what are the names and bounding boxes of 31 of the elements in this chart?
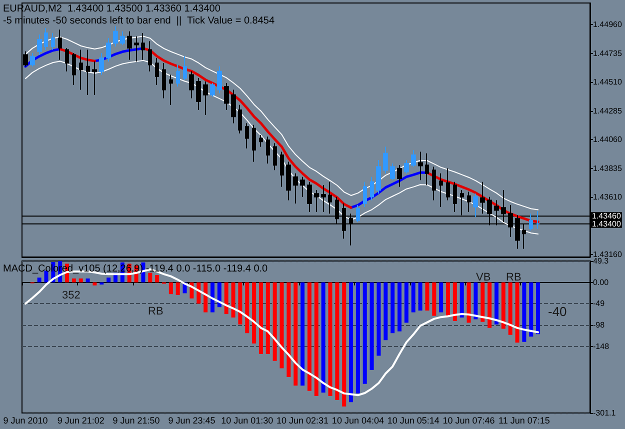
y-tick-label: 1.44735 xyxy=(593,48,622,58)
x-tick-label: 10 Jun 01:30 xyxy=(221,416,274,426)
x-tick-label: 10 Jun 07:46 xyxy=(442,416,495,426)
annotation: VB xyxy=(476,272,491,284)
y-tick-label: 1.43610 xyxy=(593,192,622,202)
x-tick-label: 9 Jun 21:50 xyxy=(112,416,160,426)
y-tick-label: 1.44960 xyxy=(593,20,622,30)
ref-line-label: 1.43460 xyxy=(592,212,622,221)
x-tick-label: 10 Jun 05:14 xyxy=(387,416,440,426)
annotation: RB xyxy=(148,306,164,318)
x-tick-label: 11 Jun 07:15 xyxy=(498,416,550,426)
x-tick-label: 9 Jun 2010 xyxy=(3,416,48,426)
y-tick-label: 1.44060 xyxy=(593,135,622,144)
x-tick-label: 10 Jun 04:04 xyxy=(332,416,384,426)
x-tick-label: 9 Jun 21:02 xyxy=(57,416,104,426)
annotation: RB xyxy=(506,272,522,284)
y-tick-label: -148 xyxy=(593,342,610,352)
x-tick-label: 9 Jun 23:45 xyxy=(168,416,216,426)
y-tick-label: 0.00 xyxy=(593,278,610,287)
y-tick-label: -98 xyxy=(593,320,606,330)
y-tick-label: -301.1 xyxy=(593,408,616,418)
text: -40 xyxy=(548,304,567,319)
y-tick-label: 1.43160 xyxy=(593,250,622,259)
y-tick-label: 1.44285 xyxy=(593,106,622,116)
ref-line-label: 1.43400 xyxy=(592,219,622,228)
y-tick-label: 1.43835 xyxy=(593,164,622,173)
y-tick-label: 1.44510 xyxy=(593,78,622,87)
y-tick-label: 49.3 xyxy=(593,256,610,266)
y-tick-label: -49 xyxy=(593,299,606,308)
x-tick-label: 10 Jun 02:31 xyxy=(276,416,329,426)
annotation: 352 xyxy=(62,290,80,302)
